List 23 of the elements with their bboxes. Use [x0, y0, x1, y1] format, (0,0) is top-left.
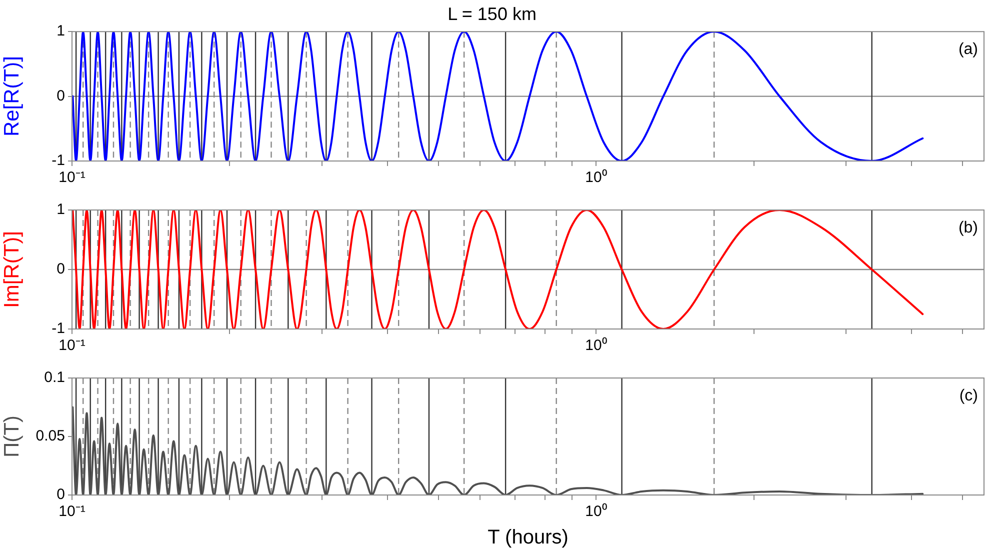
annotation: (a): [958, 41, 978, 58]
y-tick-label: 0.05: [36, 428, 65, 445]
y-tick-label: 0.1: [44, 369, 65, 386]
chart-title: L = 150 km: [448, 4, 536, 24]
y-axis-title: Re[R(T)]: [0, 56, 24, 137]
y-tick-label: 1: [56, 201, 65, 218]
y-tick-label: 0: [56, 486, 65, 504]
x-axis-title: T (hours): [488, 526, 568, 549]
y-tick-label: -1: [52, 152, 65, 170]
y-tick-label: 0: [56, 260, 65, 278]
x-tick-label: 10⁻¹: [58, 337, 86, 354]
x-tick-label: 10⁰: [585, 337, 607, 354]
x-tick-label: 10⁰: [585, 503, 607, 520]
x-tick-label: 10⁻¹: [58, 503, 86, 520]
annotation: (c): [959, 387, 978, 404]
y-axis-title: Π(T): [0, 416, 24, 458]
x-tick-label: 10⁻¹: [58, 169, 86, 186]
y-axis-title: Im[R(T)]: [0, 231, 24, 308]
y-tick-label: 0: [56, 87, 65, 104]
y-tick-label: 1: [56, 22, 65, 40]
y-tick-label: -1: [52, 320, 65, 338]
annotation: (b): [958, 219, 978, 236]
x-tick-label: 10⁰: [585, 169, 607, 186]
